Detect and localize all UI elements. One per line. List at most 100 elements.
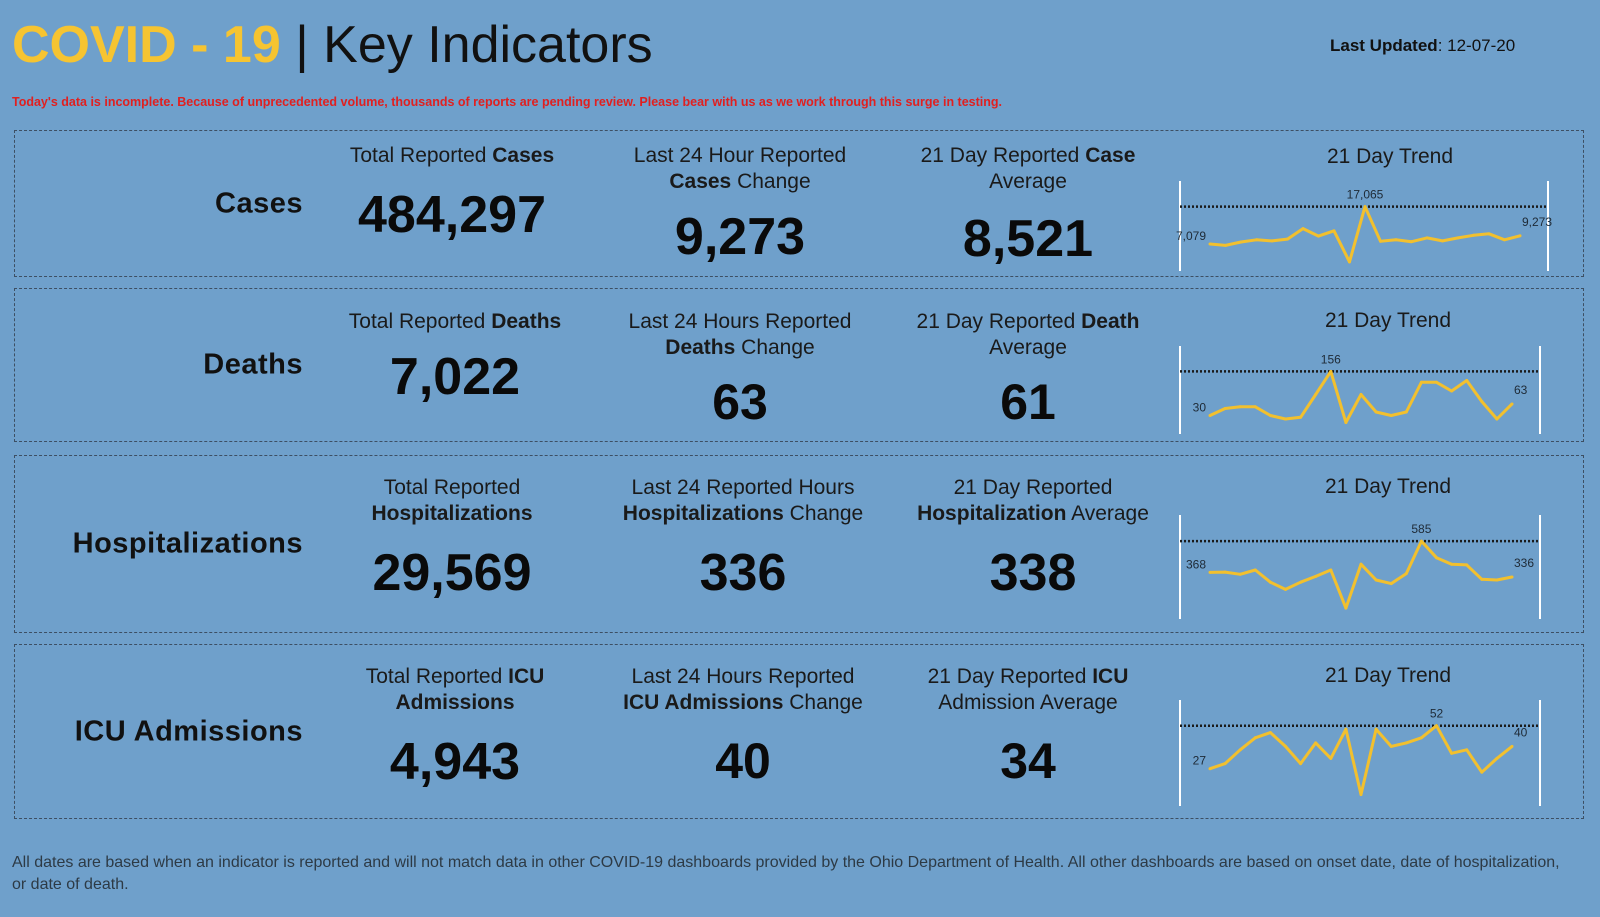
metric-total: Total Reported ICU Admissions 4,943	[315, 664, 595, 788]
trend-point	[1480, 577, 1484, 581]
category-label: Hospitalizations	[72, 527, 303, 560]
trend-point	[1389, 414, 1393, 417]
metric-label: Total Reported	[348, 310, 492, 333]
trend-point	[1208, 767, 1212, 771]
trend-point	[1253, 736, 1257, 740]
metric-label-suffix: Admission Average	[938, 691, 1118, 714]
metric-label-suffix: Change	[731, 170, 811, 193]
category-label: Deaths	[203, 348, 303, 381]
footnote: All dates are based when an indicator is…	[12, 854, 1560, 893]
trend-point	[1299, 762, 1303, 766]
trend-point	[1450, 751, 1454, 755]
trend-point	[1344, 421, 1348, 424]
metric-label: Last 24 Hour Reported	[633, 144, 847, 167]
trend-point	[1435, 556, 1438, 560]
trend-label-first: 368	[1186, 557, 1206, 571]
trend-point	[1284, 587, 1287, 591]
trend-point	[1510, 402, 1514, 406]
trend-chart: 27 52 40	[1179, 700, 1541, 806]
panel-hospitalizations: Hospitalizations Total Reported Hospital…	[14, 455, 1584, 633]
trend-point	[1389, 582, 1393, 586]
metric-value: 484,297	[358, 186, 546, 244]
trend-point	[1510, 744, 1514, 748]
trend-point	[1286, 237, 1289, 241]
trend-chart: 7,079 17,065 9,273	[1176, 181, 1552, 271]
metric-label: 21 Day Reported	[920, 144, 1086, 167]
trend-point	[1238, 572, 1242, 576]
trend-point	[1495, 756, 1499, 760]
trend-label-max: 52	[1430, 707, 1444, 721]
trend-point	[1299, 415, 1303, 419]
metric-value: 34	[1000, 733, 1056, 789]
trend-label-max: 17,065	[1347, 188, 1384, 202]
metric-label-suffix: Change	[735, 336, 815, 359]
metric-value: 8,521	[962, 210, 1094, 268]
trend-point	[1425, 236, 1429, 240]
metric-label: 21 Day Reported	[953, 476, 1113, 499]
trend-point	[1223, 762, 1227, 766]
trend-point	[1314, 393, 1318, 396]
trend-point	[1419, 539, 1423, 543]
page-title: COVID - 19 | Key Indicators	[12, 14, 653, 76]
metric-label-bold: Hospitalizations	[622, 502, 784, 525]
trend-point	[1208, 242, 1212, 246]
title-rest: Key Indicators	[323, 16, 653, 74]
trend-point	[1419, 380, 1423, 384]
trend-point	[1404, 572, 1408, 576]
trend-point	[1255, 238, 1258, 242]
trend-point	[1518, 234, 1522, 238]
trend-point	[1389, 744, 1393, 748]
trend-point	[1253, 568, 1257, 572]
trend-point	[1329, 568, 1333, 572]
metric-change: Last 24 Reported Hours Hospitalizations …	[593, 475, 893, 599]
trend-label-first: 27	[1193, 754, 1207, 768]
trend-point	[1284, 417, 1287, 421]
metric-label: Last 24 Hours Reported	[628, 310, 852, 333]
trend-label-first: 7,079	[1176, 229, 1206, 243]
trend-point	[1270, 239, 1274, 243]
metric-value: 9,273	[674, 208, 806, 266]
trend-point	[1410, 240, 1413, 244]
trend-point	[1404, 410, 1408, 414]
trend-point	[1329, 369, 1333, 373]
trend-point	[1465, 563, 1469, 567]
trend-point	[1299, 580, 1303, 584]
trend-point	[1314, 741, 1318, 745]
metric-label-bold: Case	[1085, 144, 1136, 167]
trend-point	[1301, 227, 1305, 231]
trend-title: 21 Day Trend	[1326, 145, 1454, 168]
trend-point	[1456, 236, 1460, 240]
trend-label-max: 156	[1321, 352, 1341, 366]
metric-label-bold: Cases	[492, 144, 555, 167]
metric-label-suffix: Average	[989, 170, 1067, 193]
metric-label: 21 Day Reported	[916, 310, 1082, 333]
title-separator: |	[295, 16, 309, 74]
trend-point	[1348, 260, 1351, 264]
last-updated-label: Last Updated	[1330, 36, 1438, 55]
metric-change: Last 24 Hours Reported Deaths Change 63	[600, 309, 880, 427]
trend-point	[1450, 389, 1454, 393]
metric-value: 63	[712, 374, 768, 430]
trend-title: 21 Day Trend	[1324, 475, 1452, 498]
metric-value: 29,569	[372, 544, 532, 602]
metric-total: Total Reported Hospitalizations 29,569	[312, 475, 592, 599]
metric-label: Total Reported	[365, 665, 509, 688]
metric-label-bold: ICU Admissions	[395, 665, 545, 714]
metric-label-bold: Deaths	[665, 336, 736, 359]
trend-point	[1465, 748, 1469, 752]
trend-point	[1419, 736, 1423, 740]
metric-label-bold: Deaths	[491, 310, 562, 333]
trend-point	[1359, 393, 1363, 396]
trend-point	[1374, 578, 1378, 582]
trend-point	[1223, 407, 1227, 410]
metric-change: Last 24 Hour Reported Cases Change 9,273	[600, 143, 880, 263]
metric-label-suffix: Change	[783, 502, 864, 525]
trend-point	[1239, 240, 1243, 244]
metric-change: Last 24 Hours Reported ICU Admissions Ch…	[593, 664, 893, 786]
trend-point	[1404, 741, 1408, 745]
trend-label-last: 9,273	[1522, 215, 1552, 229]
trend-point	[1284, 744, 1287, 748]
trend-point	[1208, 570, 1212, 574]
metric-label-bold: Hospitalization	[917, 502, 1067, 525]
trend-point	[1268, 580, 1272, 584]
